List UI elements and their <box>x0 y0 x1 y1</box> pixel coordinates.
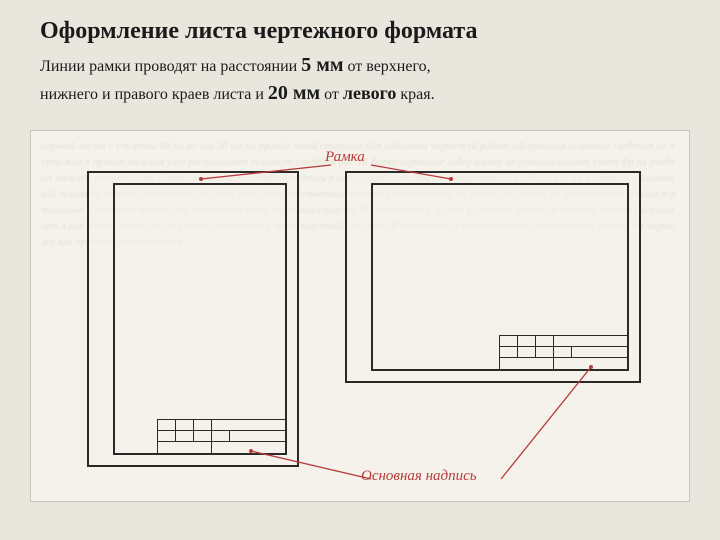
portrait-sheet-frame <box>113 183 287 455</box>
page-title: Оформление листа чертежного формата <box>40 18 680 45</box>
portrait-titleblock <box>157 419 285 453</box>
word-left: левого <box>343 83 396 103</box>
landscape-titleblock <box>499 335 627 369</box>
sub-part: от верхнего, <box>343 58 430 75</box>
landscape-sheet-outer <box>345 171 641 383</box>
landscape-sheet-frame <box>371 183 629 371</box>
header: Оформление листа чертежного формата Лини… <box>0 0 720 115</box>
sub-part: Линии рамки проводят на расстоянии <box>40 58 301 75</box>
annotation-osnov: Основная надпись <box>361 468 477 485</box>
sub-part: от <box>320 86 343 103</box>
drawing-area: горячей листа с стороны 40 на во или 20 … <box>30 130 690 502</box>
portrait-sheet-outer <box>87 171 299 467</box>
subtitle: Линии рамки проводят на расстоянии 5 мм … <box>40 51 680 107</box>
margin-20mm: 20 мм <box>268 82 320 104</box>
sub-part: края. <box>396 86 434 103</box>
margin-5mm: 5 мм <box>301 54 343 76</box>
annotation-ramka: Рамка <box>325 149 365 166</box>
sub-part: нижнего и правого краев листа и <box>40 86 268 103</box>
sheets-container: Рамка Основная надпись <box>31 131 689 501</box>
